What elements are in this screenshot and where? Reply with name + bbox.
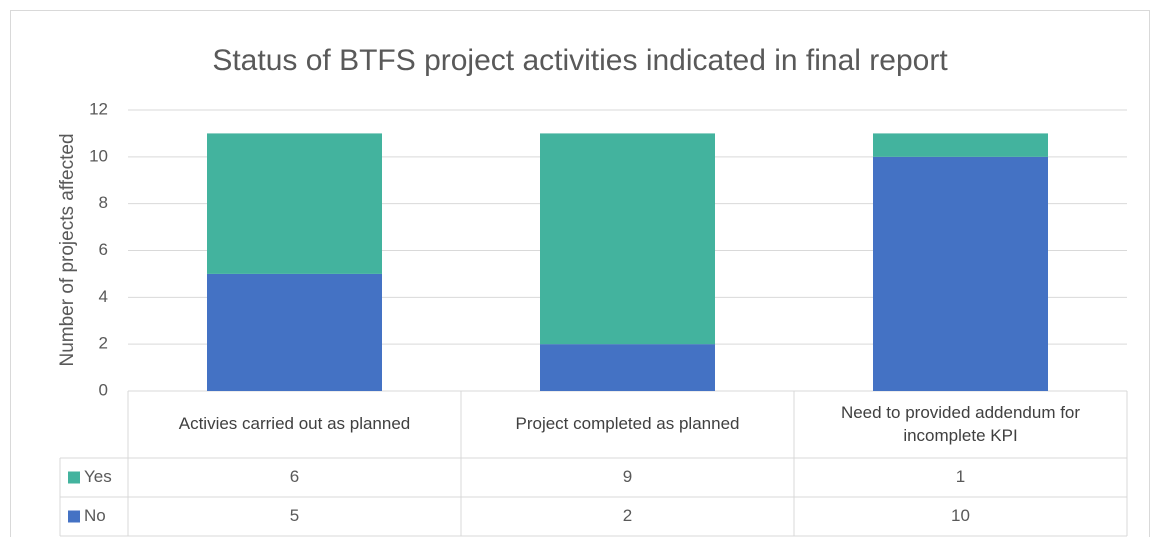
bar xyxy=(540,344,715,391)
y-tick-label: 2 xyxy=(99,334,108,353)
table-value: 1 xyxy=(956,467,965,486)
y-tick-label: 4 xyxy=(99,287,108,306)
y-tick-label: 6 xyxy=(99,240,108,259)
legend-key xyxy=(68,510,80,523)
chart-title: Status of BTFS project activities indica… xyxy=(212,44,948,77)
y-tick-label: 10 xyxy=(89,146,108,165)
table-value: 10 xyxy=(951,506,970,525)
table-value: 9 xyxy=(623,467,632,486)
bar xyxy=(540,133,715,345)
x-tick-label: Activies carried out as planned xyxy=(178,414,411,434)
bar xyxy=(873,156,1048,391)
y-tick-label: 12 xyxy=(89,99,108,118)
category-cell: Activies carried out as planned xyxy=(178,414,411,434)
bar xyxy=(873,133,1048,157)
bar xyxy=(207,133,382,274)
x-tick-label: Project completed as planned xyxy=(515,414,740,434)
table-value: 2 xyxy=(623,506,632,525)
x-tick-label: Need to provided addendum for incomplete… xyxy=(840,402,1081,445)
y-tick-label: 8 xyxy=(99,193,108,212)
y-axis-label: Number of projects affected xyxy=(57,133,78,366)
legend-key xyxy=(68,471,80,484)
category-cell: Project completed as planned xyxy=(515,414,740,434)
y-tick-label: 0 xyxy=(99,380,108,399)
table-value: 5 xyxy=(290,506,299,525)
bar xyxy=(207,273,382,391)
category-cell: Need to provided addendum for incomplete… xyxy=(840,402,1081,445)
table-value: 6 xyxy=(290,467,299,486)
legend-label: No xyxy=(84,506,106,525)
legend-label: Yes xyxy=(84,467,112,486)
